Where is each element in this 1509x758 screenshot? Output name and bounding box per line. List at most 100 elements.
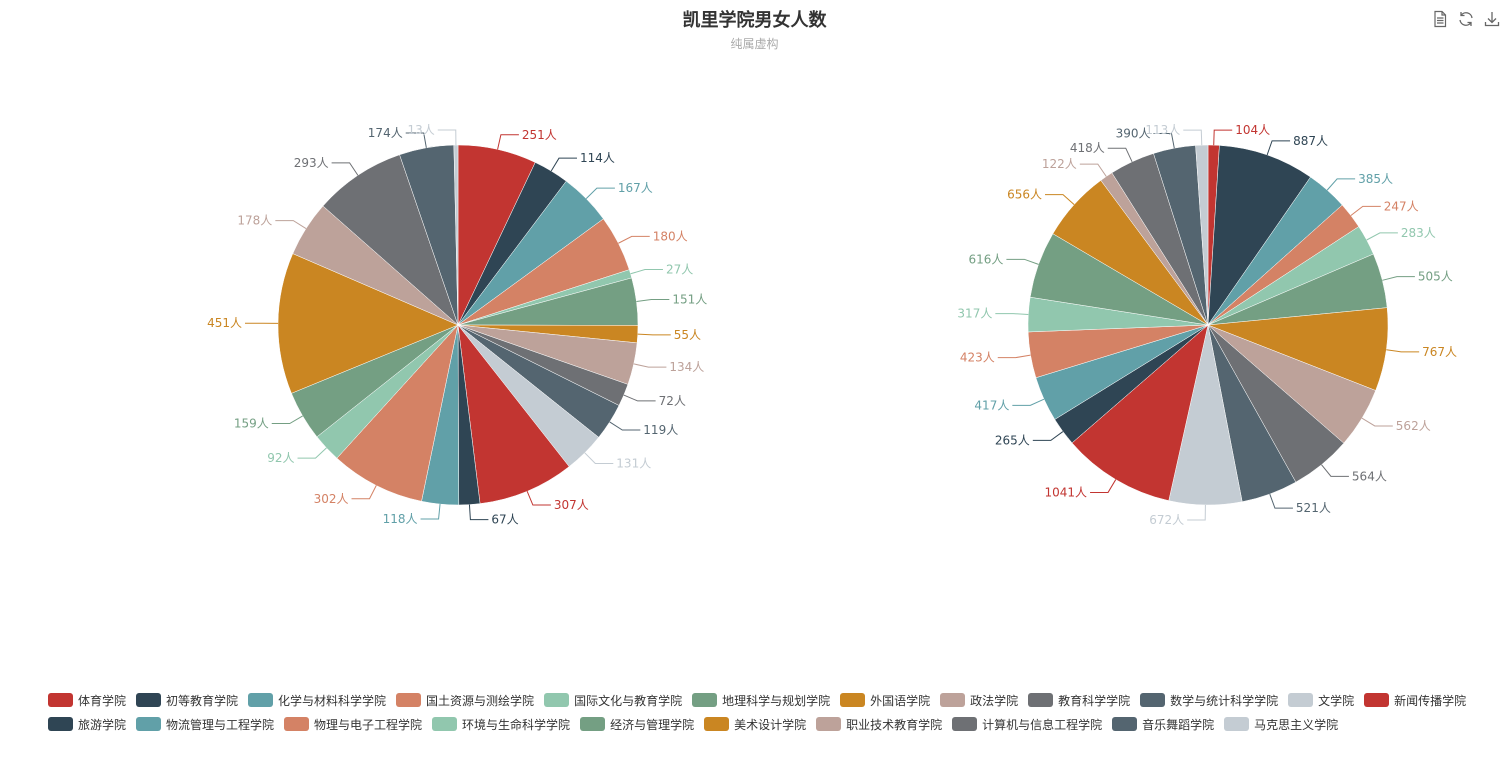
- slice-label: 417人: [974, 398, 1009, 412]
- slice-label: 67人: [491, 513, 518, 527]
- legend-item[interactable]: 计算机与信息工程学院: [952, 716, 1102, 733]
- slice-label: 616人: [968, 252, 1003, 266]
- pie-slice[interactable]: [336, 324, 459, 502]
- slice-label-line: [497, 134, 519, 150]
- legend-swatch: [840, 693, 866, 707]
- legend-item[interactable]: 马克思主义学院: [1224, 716, 1338, 733]
- legend-label: 经济与管理学院: [610, 717, 695, 732]
- legend-item[interactable]: 化学与材料科学学院: [248, 692, 386, 709]
- slice-label: 302人: [314, 492, 349, 506]
- legend-swatch: [136, 693, 162, 707]
- slice-label: 418人: [1070, 141, 1105, 155]
- legend-swatch: [952, 717, 978, 731]
- chart-title: 凯里学院男女人数: [682, 10, 827, 31]
- legend-swatch: [1028, 693, 1054, 707]
- legend-label: 音乐舞蹈学院: [1142, 717, 1215, 732]
- slice-label: 251人: [522, 128, 557, 142]
- legend-swatch: [248, 693, 274, 707]
- pie-slice[interactable]: [1207, 145, 1311, 326]
- legend-item[interactable]: 外国语学院: [840, 692, 930, 709]
- slice-label: 13人: [407, 123, 434, 137]
- slice-label: 27人: [666, 263, 693, 277]
- legend-item[interactable]: 体育学院: [48, 692, 126, 709]
- legend-swatch: [940, 693, 966, 707]
- legend-item[interactable]: 音乐舞蹈学院: [1112, 716, 1214, 733]
- slice-label: 265人: [995, 433, 1030, 447]
- pie-slice[interactable]: [277, 253, 459, 394]
- legend-swatch: [396, 693, 422, 707]
- legend-label: 国土资源与测绘学院: [426, 693, 535, 708]
- slice-label-line: [1107, 147, 1133, 163]
- slice-label: 307人: [554, 498, 589, 512]
- pie-slice[interactable]: [322, 154, 459, 326]
- legend-item[interactable]: 国土资源与测绘学院: [396, 692, 534, 709]
- legend-item[interactable]: 旅游学院: [48, 716, 126, 733]
- slice-label: 672人: [1149, 513, 1184, 527]
- pie-slice[interactable]: [1071, 324, 1209, 501]
- slice-label-line: [1079, 163, 1107, 177]
- legend-swatch: [136, 717, 162, 731]
- legend-label: 新闻传播学院: [1394, 693, 1467, 708]
- slice-label: 122人: [1042, 157, 1077, 171]
- pie-chart-1: 251人 114人 167人 180人 27人 151人 55人 134人 72人 119人 131…: [207, 123, 707, 527]
- slice-label-line: [1321, 464, 1349, 477]
- slice-label-line: [630, 269, 663, 275]
- slice-label-line: [585, 187, 615, 200]
- legend-item[interactable]: 地理科学与规划学院: [692, 692, 830, 709]
- legend-swatch: [692, 693, 718, 707]
- slice-label: 113人: [1145, 123, 1180, 137]
- legend-item[interactable]: 新闻传播学院: [1364, 692, 1466, 709]
- slice-label: 283人: [1401, 226, 1436, 240]
- slice-label: 1041人: [1045, 485, 1088, 499]
- legend-swatch: [704, 717, 730, 731]
- legend-item[interactable]: 国际文化与教育学院: [544, 692, 682, 709]
- slice-label-line: [1183, 129, 1203, 146]
- pie-slice[interactable]: [457, 324, 570, 504]
- slice-label-line: [526, 491, 551, 506]
- slice-label-line: [297, 447, 327, 459]
- slice-label-line: [331, 162, 359, 176]
- slice-label: 134人: [669, 360, 704, 374]
- chart-subtitle: 纯属虚构: [730, 37, 779, 51]
- slice-label: 385人: [1358, 172, 1393, 186]
- legend-swatch: [580, 717, 606, 731]
- legend-label: 旅游学院: [78, 717, 127, 732]
- slice-label-line: [468, 504, 489, 521]
- legend-item[interactable]: 美术设计学院: [704, 716, 806, 733]
- legend-swatch: [1288, 693, 1314, 707]
- legend-row: 旅游学院 物流管理与工程学院 物理与电子工程学院 环境与生命科学学院 经济与管理学院 美术…: [48, 712, 1488, 736]
- slice-label-line: [1266, 140, 1291, 156]
- legend-item[interactable]: 职业技术教育学院: [816, 716, 942, 733]
- legend-swatch: [284, 717, 310, 731]
- pie-slice[interactable]: [1195, 144, 1209, 326]
- slice-label-line: [1006, 258, 1039, 265]
- legend-item[interactable]: 环境与生命科学学院: [432, 716, 570, 733]
- legend-swatch: [432, 717, 458, 731]
- slice-label-line: [1090, 479, 1117, 493]
- legend-item[interactable]: 初等教育学院: [136, 692, 238, 709]
- pie-slice[interactable]: [453, 144, 459, 326]
- slice-label-line: [1213, 129, 1233, 146]
- legend-item[interactable]: 物理与电子工程学院: [284, 716, 422, 733]
- slice-label-line: [1269, 493, 1293, 509]
- legend-item[interactable]: 文学院: [1288, 692, 1354, 709]
- slice-label: 247人: [1384, 199, 1419, 213]
- restore-icon[interactable]: [1457, 10, 1475, 28]
- data-view-icon[interactable]: [1431, 10, 1449, 28]
- legend-item[interactable]: 教育科学学院: [1028, 692, 1130, 709]
- slice-label-line: [1361, 417, 1393, 427]
- slice-label: 104人: [1235, 123, 1270, 137]
- save-image-icon[interactable]: [1483, 10, 1501, 28]
- slice-label: 451人: [207, 316, 242, 330]
- slice-label-line: [995, 313, 1029, 316]
- legend-label: 马克思主义学院: [1254, 717, 1339, 732]
- slice-label: 174人: [368, 126, 403, 140]
- slice-label: 423人: [960, 351, 995, 365]
- legend-item[interactable]: 经济与管理学院: [580, 716, 694, 733]
- slice-label: 521人: [1296, 501, 1331, 515]
- legend-item[interactable]: 数学与统计科学学院: [1140, 692, 1278, 709]
- legend-item[interactable]: 物流管理与工程学院: [136, 716, 274, 733]
- legend-item[interactable]: 政法学院: [940, 692, 1018, 709]
- legend-swatch: [816, 717, 842, 731]
- slice-label-line: [623, 394, 656, 402]
